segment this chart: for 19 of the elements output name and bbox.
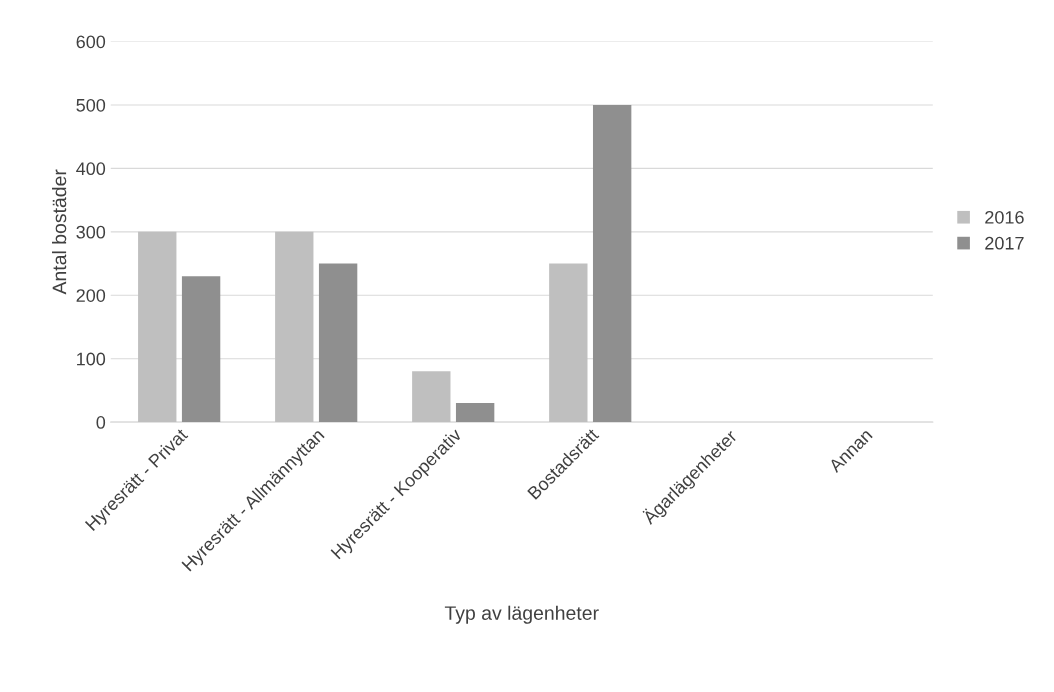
legend-label: 2016	[985, 210, 1024, 224]
bar	[318, 263, 358, 423]
bar	[592, 104, 632, 423]
y-tick-label: 100	[77, 352, 106, 366]
legend-label: 2017	[985, 236, 1024, 250]
bar	[138, 231, 177, 423]
y-axis-title: Antal bostäder	[52, 169, 67, 295]
y-tick-label: 300	[76, 225, 106, 239]
bar	[455, 403, 495, 423]
y-tick-label: 600	[76, 35, 106, 49]
y-tick-label: 500	[76, 98, 106, 112]
y-tick-label: 400	[76, 162, 106, 176]
y-tick-label: 0	[96, 416, 106, 429]
bar	[181, 276, 221, 423]
bar	[549, 263, 588, 423]
x-axis-title: Typ av lägenheter	[444, 605, 599, 624]
bar	[412, 371, 451, 423]
y-tick-label: 200	[76, 289, 106, 302]
bar	[275, 231, 314, 423]
